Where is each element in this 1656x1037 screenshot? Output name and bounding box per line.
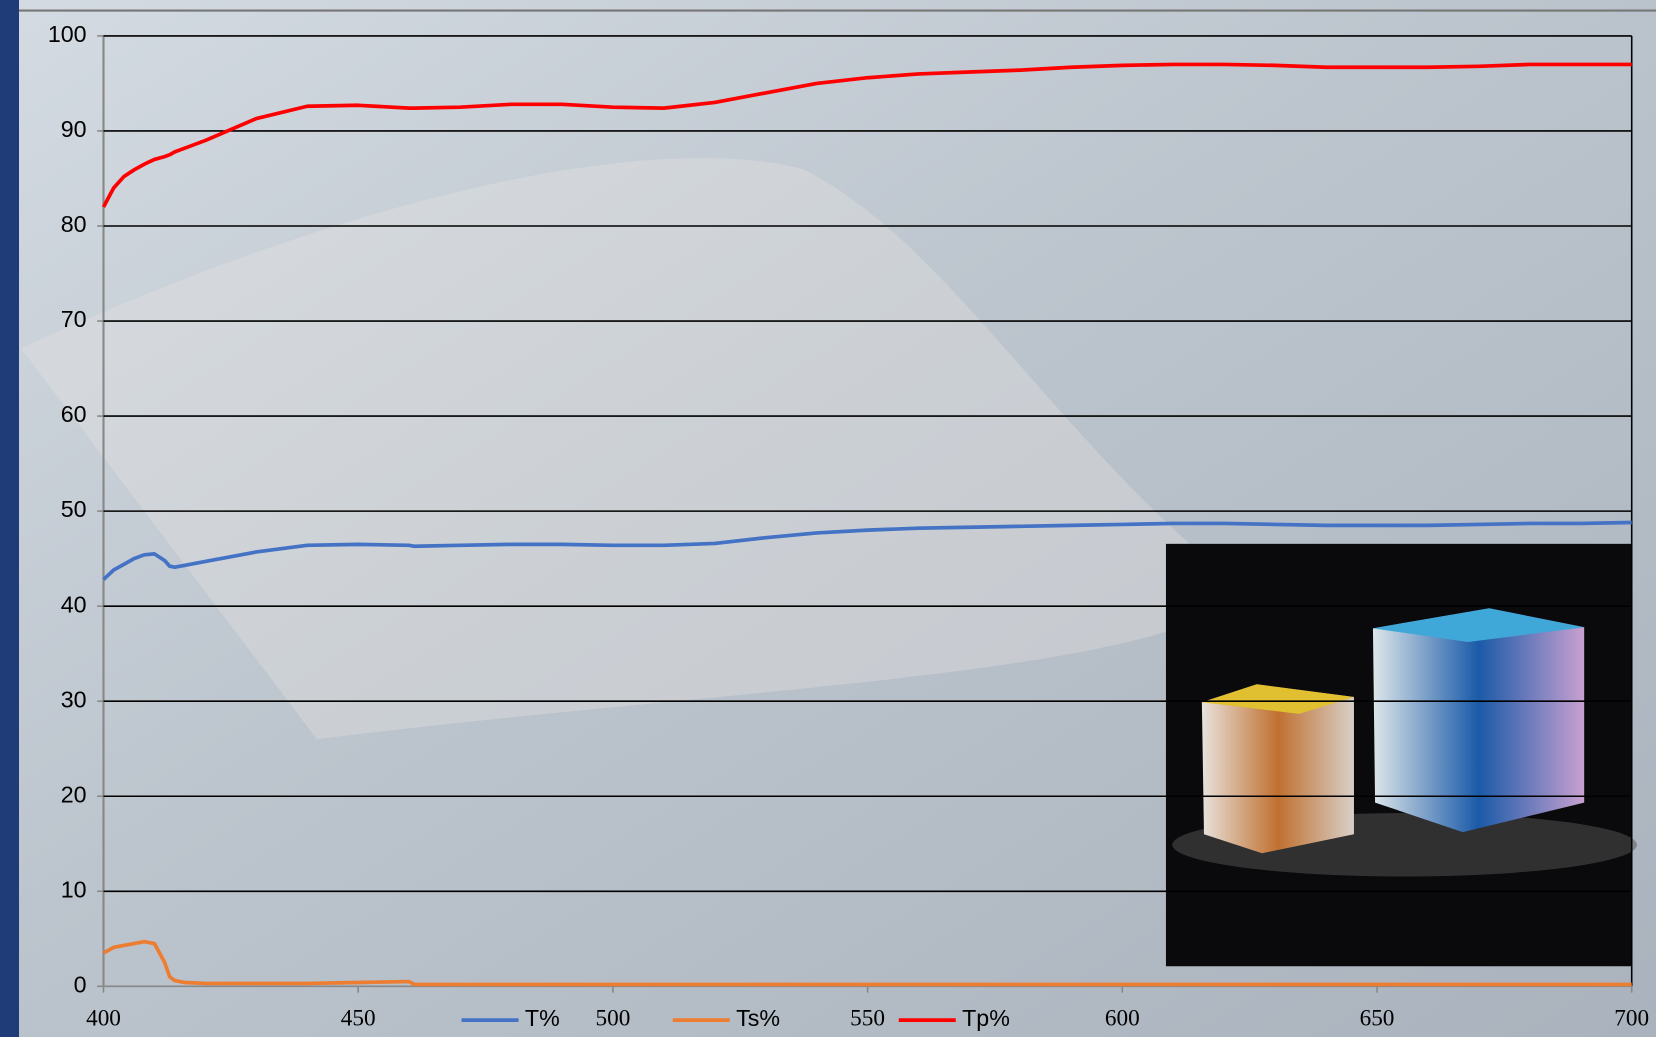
x-tick-label: 600 <box>1105 1005 1140 1031</box>
x-tick-label: 650 <box>1360 1005 1395 1031</box>
series-line <box>102 520 1632 581</box>
y-tick-label: 40 <box>61 591 87 617</box>
x-tick-label: 400 <box>86 1005 121 1031</box>
y-tick-label: 80 <box>61 211 87 237</box>
legend-label: T% <box>525 1005 560 1031</box>
legend-label: Tp% <box>962 1005 1010 1031</box>
background-shape <box>21 158 1247 740</box>
y-tick-label: 30 <box>61 686 87 712</box>
x-tick-label: 500 <box>595 1005 630 1031</box>
y-tick-label: 20 <box>61 781 87 807</box>
y-tick-label: 70 <box>61 306 87 332</box>
inset-photo <box>1165 543 1637 967</box>
x-tick-label: 550 <box>850 1005 885 1031</box>
legend-label: Ts% <box>736 1005 780 1031</box>
y-tick-label: 60 <box>61 401 87 427</box>
x-tick-label: 450 <box>341 1005 376 1031</box>
series-line <box>101 62 1632 208</box>
y-tick-label: 10 <box>61 876 87 902</box>
y-tick-label: 100 <box>48 21 87 47</box>
y-tick-label: 50 <box>61 496 87 522</box>
series-line <box>102 939 1632 987</box>
x-tick-label: 700 <box>1614 1005 1649 1031</box>
y-tick-label: 0 <box>74 971 87 997</box>
side-frame <box>0 0 20 1037</box>
y-tick-label: 90 <box>61 116 87 142</box>
